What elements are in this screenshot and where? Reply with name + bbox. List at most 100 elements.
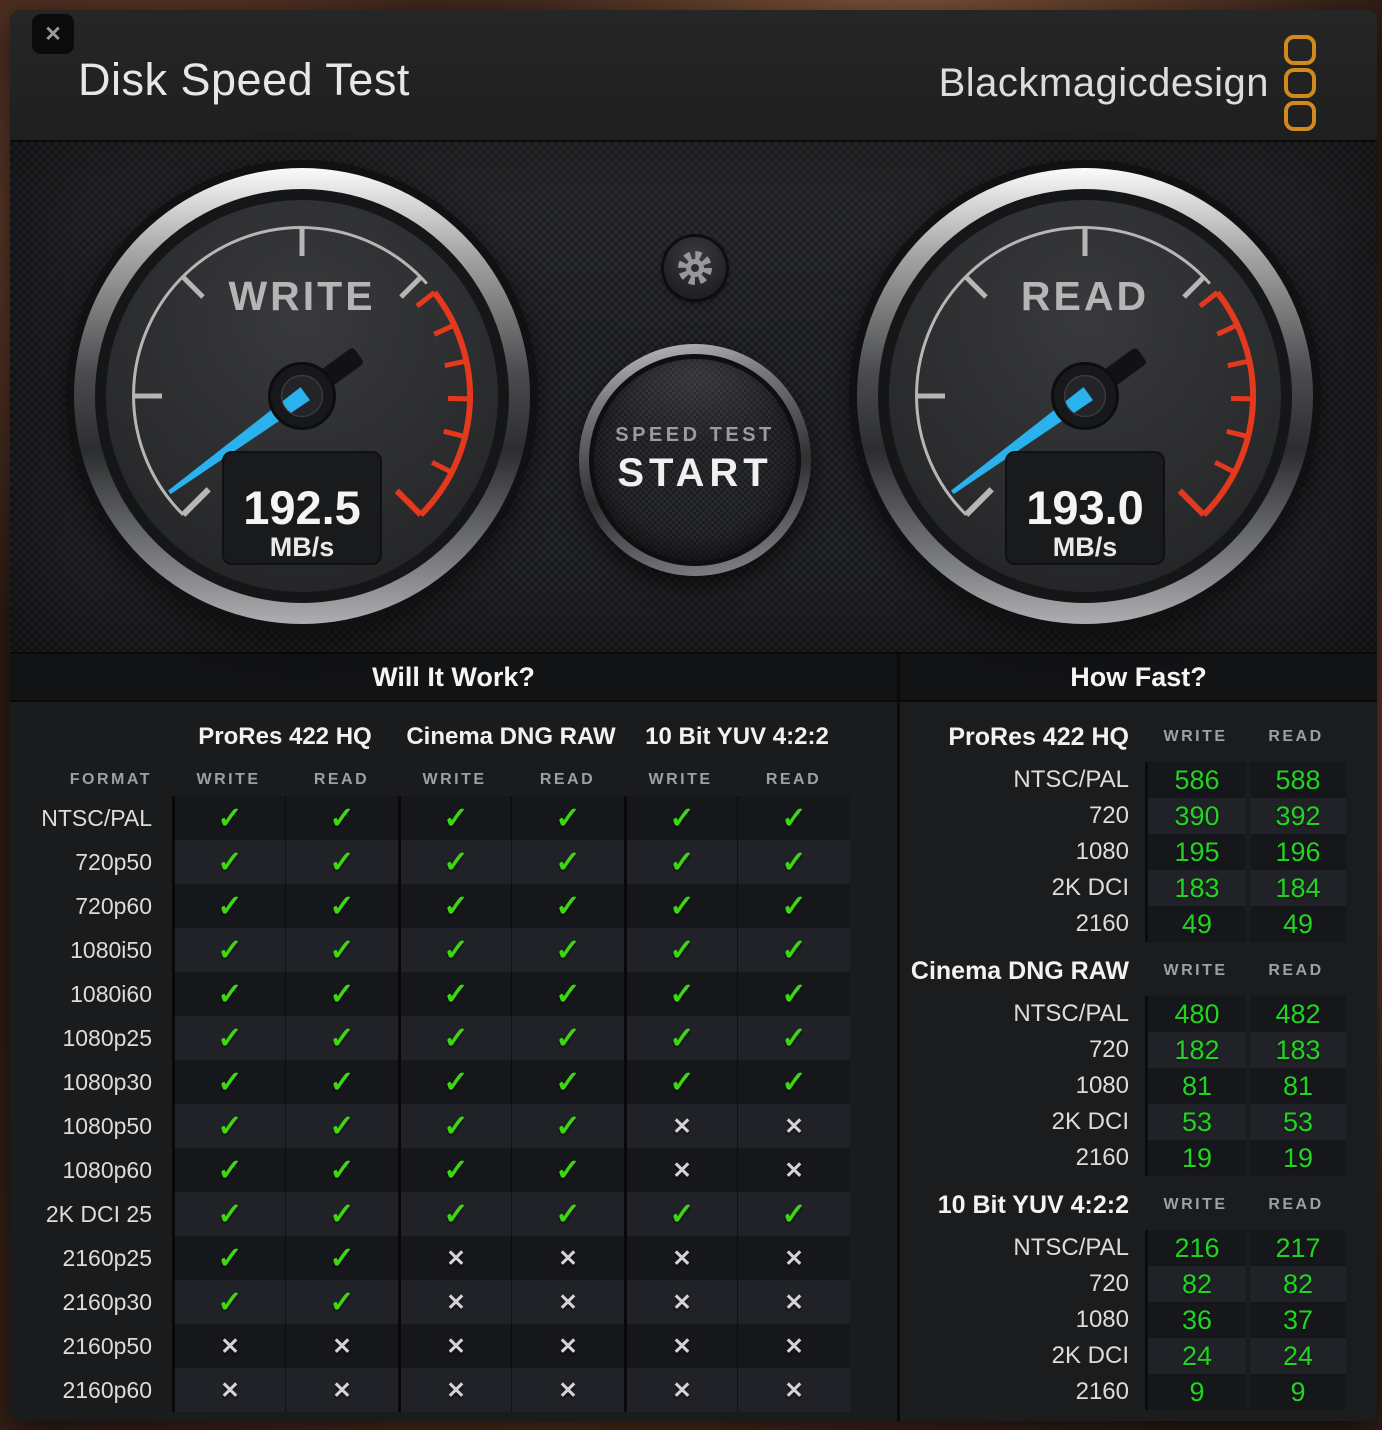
format-label: 2K DCI [1051, 874, 1129, 901]
check-icon: ✓ [329, 1241, 355, 1275]
check-icon: ✓ [443, 1197, 469, 1231]
format-label: 2160 [1075, 910, 1129, 937]
cross-icon: ✕ [446, 1244, 466, 1271]
read-speed-value: 81 [1246, 1068, 1346, 1104]
wiw-col-header-row: FORMAT WRITE READ WRITE READ WRITE READ [10, 764, 897, 796]
result-cell: ✓ [511, 1192, 624, 1236]
check-icon: ✓ [555, 1109, 581, 1143]
result-cell: ✓ [737, 1060, 850, 1104]
result-cell: ✕ [398, 1368, 511, 1412]
result-cell: ✓ [285, 1016, 398, 1060]
format-label: 720p50 [75, 848, 152, 875]
check-icon: ✓ [217, 1065, 243, 1099]
cross-icon: ✕ [220, 1332, 240, 1359]
result-cell: ✓ [511, 928, 624, 972]
write-speed-value: 183 [1145, 870, 1246, 906]
table-row: 720 182 183 [900, 1032, 1377, 1068]
brand-logo-text: Blackmagicdesign [938, 60, 1269, 105]
write-speed-value: 82 [1145, 1266, 1246, 1302]
check-icon: ✓ [555, 1065, 581, 1099]
result-cell: ✕ [511, 1324, 624, 1368]
read-speed-value: 184 [1246, 870, 1346, 906]
result-cell: ✕ [737, 1104, 850, 1148]
result-cell: ✓ [172, 1060, 285, 1104]
start-button-ring: SPEED TEST START [589, 354, 801, 566]
check-icon: ✓ [781, 1021, 807, 1055]
result-cell: ✓ [285, 928, 398, 972]
result-cell: ✓ [624, 1060, 737, 1104]
start-button[interactable]: SPEED TEST START [579, 344, 811, 576]
table-row: 1080i50 ✓ ✓ ✓ ✓ ✓ ✓ [10, 928, 897, 972]
format-label: 2K DCI [1051, 1108, 1129, 1135]
cross-icon: ✕ [784, 1156, 804, 1183]
how-fast-table: ProRes 422 HQ WRITE READ NTSC/PAL 586 588 720 3… [897, 702, 1377, 1421]
result-cell: ✕ [511, 1368, 624, 1412]
group-header-row: 10 Bit YUV 4:2:2 WRITE READ [900, 1180, 1377, 1230]
write-speed-value: 81 [1145, 1068, 1246, 1104]
codec-speed-group: 10 Bit YUV 4:2:2 WRITE READ NTSC/PAL 216 217 7… [900, 1180, 1377, 1410]
result-cell: ✓ [398, 796, 511, 840]
table-row: 2K DCI 183 184 [900, 870, 1377, 906]
format-label: 1080i60 [70, 980, 152, 1007]
table-row: 1080 195 196 [900, 834, 1377, 870]
check-icon: ✓ [443, 1153, 469, 1187]
gauge-label: WRITE [228, 273, 375, 319]
table-row: 720p60 ✓ ✓ ✓ ✓ ✓ ✓ [10, 884, 897, 928]
read-gauge: READ 193.0 MB/s [849, 160, 1321, 632]
result-cell: ✓ [737, 1192, 850, 1236]
settings-button[interactable] [664, 237, 726, 299]
table-row: 2160 9 9 [900, 1374, 1377, 1410]
result-cell: ✓ [285, 1236, 398, 1280]
format-label: NTSC/PAL [1013, 766, 1129, 793]
result-cell: ✓ [285, 1280, 398, 1324]
result-cell: ✓ [511, 972, 624, 1016]
result-cell: ✓ [737, 972, 850, 1016]
table-row: 720p50 ✓ ✓ ✓ ✓ ✓ ✓ [10, 840, 897, 884]
table-row: 2K DCI 24 24 [900, 1338, 1377, 1374]
result-cell: ✓ [398, 1060, 511, 1104]
format-label: NTSC/PAL [1013, 1234, 1129, 1261]
table-row: 2160p25 ✓ ✓ ✕ ✕ ✕ ✕ [10, 1236, 897, 1280]
result-cell: ✕ [737, 1280, 850, 1324]
cross-icon: ✕ [332, 1376, 352, 1403]
cross-icon: ✕ [784, 1332, 804, 1359]
result-cell: ✓ [172, 1148, 285, 1192]
cross-icon: ✕ [784, 1288, 804, 1315]
write-speed-value: 36 [1145, 1302, 1246, 1338]
table-row: 2K DCI 25 ✓ ✓ ✓ ✓ ✓ ✓ [10, 1192, 897, 1236]
result-cell: ✓ [285, 840, 398, 884]
format-label: 1080p50 [62, 1112, 152, 1139]
table-row: 1080i60 ✓ ✓ ✓ ✓ ✓ ✓ [10, 972, 897, 1016]
gear-icon [678, 251, 712, 285]
check-icon: ✓ [781, 845, 807, 879]
column-header: READ [765, 771, 822, 788]
result-cell: ✓ [511, 840, 624, 884]
result-cell: ✓ [511, 796, 624, 840]
read-speed-value: 183 [1246, 1032, 1346, 1068]
close-button[interactable]: ✕ [32, 14, 74, 54]
table-row: 1080p50 ✓ ✓ ✓ ✓ ✕ ✕ [10, 1104, 897, 1148]
will-it-work-title: Will It Work? [372, 661, 535, 692]
read-speed-value: 37 [1246, 1302, 1346, 1338]
check-icon: ✓ [781, 977, 807, 1011]
check-icon: ✓ [217, 801, 243, 835]
result-cell: ✓ [624, 1192, 737, 1236]
table-row: 1080p30 ✓ ✓ ✓ ✓ ✓ ✓ [10, 1060, 897, 1104]
table-row: 1080 36 37 [900, 1302, 1377, 1338]
result-cell: ✓ [172, 1280, 285, 1324]
column-header: WRITE [648, 771, 713, 788]
format-label: 720 [1088, 802, 1129, 829]
format-label: NTSC/PAL [41, 804, 152, 831]
title-bar: ✕ Disk Speed Test Blackmagicdesign [10, 10, 1377, 142]
brand-logo-icon [1284, 35, 1316, 131]
cross-icon: ✕ [672, 1288, 692, 1315]
result-cell: ✓ [172, 928, 285, 972]
format-label: 2160p25 [62, 1244, 152, 1271]
will-it-work-table: ProRes 422 HQ Cinema DNG RAW 10 Bit YUV 4:… [10, 702, 897, 1421]
result-cell: ✓ [172, 884, 285, 928]
codec-speed-group: Cinema DNG RAW WRITE READ NTSC/PAL 480 482 720… [900, 946, 1377, 1176]
write-speed-value: 390 [1145, 798, 1246, 834]
read-speed-value: 588 [1246, 762, 1346, 798]
result-cell: ✓ [624, 928, 737, 972]
result-cell: ✓ [172, 1016, 285, 1060]
